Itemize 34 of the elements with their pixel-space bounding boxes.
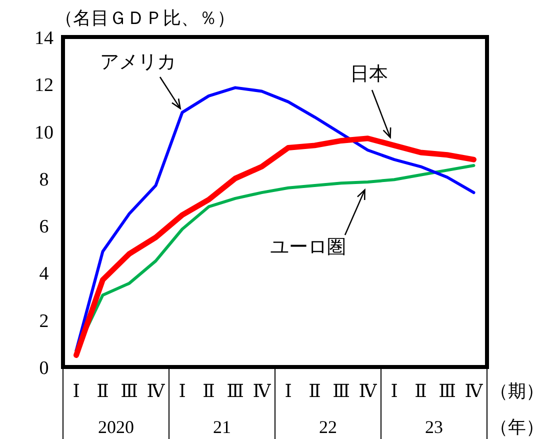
- y-tick-label: 14: [34, 28, 54, 49]
- text: （年）: [490, 417, 537, 437]
- y-tick-label: 10: [34, 122, 54, 144]
- x-tick-label: Ⅰ: [390, 381, 398, 401]
- text: 2020: [98, 417, 134, 437]
- x-tick-label: Ⅳ: [146, 381, 166, 401]
- y-tick-label: 2: [39, 310, 49, 332]
- text: 22: [319, 417, 337, 437]
- text: 23: [425, 417, 443, 437]
- x-tick-label: Ⅱ: [414, 381, 427, 401]
- y-tick-label: 8: [39, 169, 49, 190]
- series-label: アメリカ: [100, 52, 176, 73]
- x-tick-label: Ⅲ: [332, 381, 350, 401]
- text: ユーロ圏: [270, 237, 346, 258]
- x-tick-label: Ⅱ: [96, 381, 109, 401]
- y-axis-title: （名目ＧＤＰ比、％）: [55, 8, 235, 28]
- x-tick-label: Ⅰ: [72, 381, 80, 401]
- y-tick-label: 0: [39, 358, 49, 379]
- x-tick-label: Ⅱ: [308, 381, 321, 401]
- x-tick-label: Ⅳ: [464, 381, 484, 401]
- y-tick-label: 12: [34, 75, 54, 96]
- x-tick-label: Ⅳ: [252, 381, 272, 401]
- text: 日本: [350, 64, 388, 85]
- x-tick-label: Ⅳ: [358, 381, 378, 401]
- x-tick-label: Ⅲ: [226, 381, 244, 401]
- x-tick-label: Ⅰ: [178, 381, 186, 401]
- x-tick-label: Ⅲ: [120, 381, 138, 401]
- y-tick-label: 4: [39, 264, 50, 285]
- y-tick-label: 6: [39, 216, 49, 238]
- x-tick-label: Ⅱ: [202, 381, 215, 401]
- text: 21: [213, 417, 231, 437]
- x-tick-label: Ⅰ: [284, 381, 292, 401]
- x-tick-label: Ⅲ: [438, 381, 456, 401]
- text: （期）: [490, 381, 537, 401]
